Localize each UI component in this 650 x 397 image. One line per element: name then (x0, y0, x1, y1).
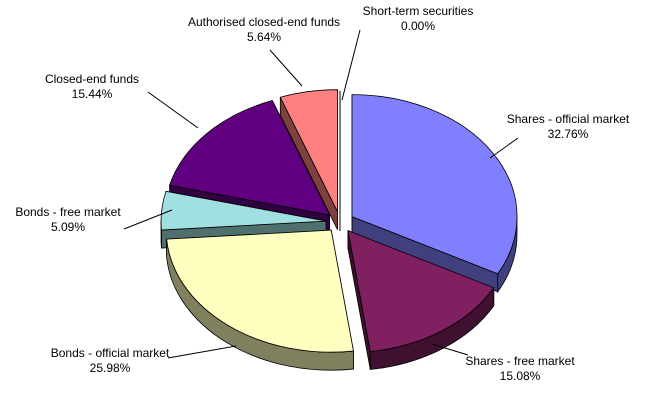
slice-label-value: 15.44% (72, 87, 113, 101)
leader-line-short-term-securities (341, 29, 361, 101)
slice-label-shares-free-market: Shares - free market 15.08% (465, 354, 575, 383)
slice-label-bonds-official-market: Bonds - official market 25.98% (51, 346, 170, 375)
slice-label-value: 0.00% (401, 19, 435, 33)
slice-label-name: Shares - free market (465, 354, 575, 368)
slice-label-name: Closed-end funds (45, 72, 139, 86)
leader-line-bonds-official-market (167, 345, 237, 359)
slice-label-name: Short-term securities (363, 4, 474, 18)
slice-label-value: 5.64% (247, 30, 281, 44)
leader-line-shares-official-market (489, 137, 519, 159)
pie-top-faces (160, 89, 518, 353)
slice-label-value: 25.98% (90, 361, 131, 375)
slice-label-name: Shares - official market (507, 112, 630, 126)
slice-labels: Shares - official market 32.76% Shares - f… (15, 4, 630, 383)
leader-line-authorised-closed-end-funds (269, 49, 303, 87)
leader-line-closed-end-funds (147, 91, 199, 129)
slice-label-value: 32.76% (548, 127, 589, 141)
pie-slice-shares-official-market (351, 94, 518, 275)
pie-slice-shares-free-market (347, 229, 495, 352)
leader-lines (123, 29, 519, 359)
slice-label-value: 5.09% (51, 220, 85, 234)
leader-line-shares-free-market (431, 343, 469, 356)
pie-slice-authorised-closed-end-funds (279, 89, 338, 212)
slice-label-name: Bonds - free market (15, 205, 121, 219)
pie-slice-closed-end-funds (169, 100, 331, 216)
pie-slice-bonds-official-market (166, 229, 354, 353)
leader-line-bonds-free-market (123, 209, 173, 230)
pie-slice-bonds-free-market (160, 190, 327, 231)
slice-label-closed-end-funds: Closed-end funds 15.44% (45, 72, 139, 101)
slice-label-bonds-free-market: Bonds - free market 5.09% (15, 205, 121, 234)
slice-label-value: 15.08% (500, 369, 541, 383)
slice-label-name: Authorised closed-end funds (188, 15, 340, 29)
slice-label-authorised-closed-end-funds: Authorised closed-end funds 5.64% (188, 15, 340, 44)
slice-label-shares-official-market: Shares - official market 32.76% (507, 112, 630, 141)
slice-label-name: Bonds - official market (51, 346, 170, 360)
slice-label-short-term-securities: Short-term securities 0.00% (363, 4, 474, 33)
